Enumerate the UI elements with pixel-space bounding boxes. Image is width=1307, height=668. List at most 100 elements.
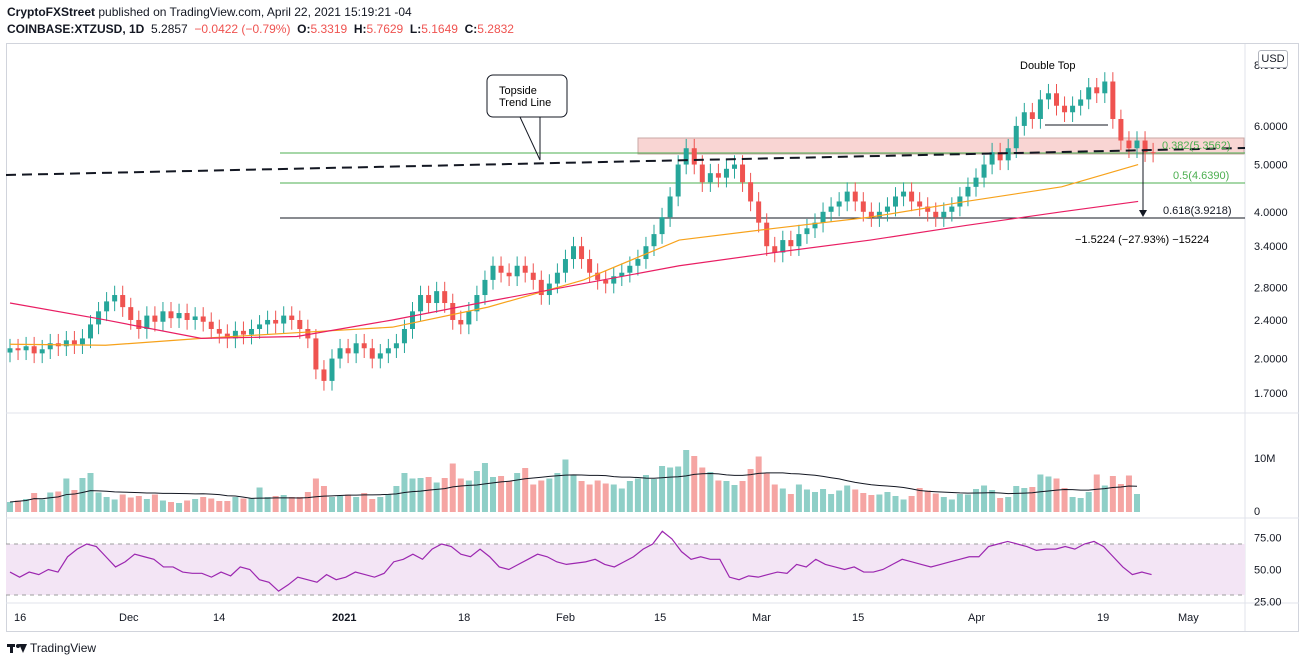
candle-body — [868, 211, 874, 218]
volume-bar — [940, 497, 947, 512]
volume-bar — [578, 481, 585, 512]
candle-body — [1134, 140, 1140, 149]
time-tick-label: 15 — [852, 612, 864, 624]
volume-bar — [425, 477, 432, 512]
volume-bar — [924, 490, 931, 512]
volume-bar — [852, 489, 859, 512]
volume-bar — [7, 502, 13, 512]
volume-bar — [803, 489, 810, 512]
open-label: O: — [297, 22, 311, 36]
candle-body — [772, 246, 778, 253]
volume-bar — [159, 500, 166, 512]
high-value: 5.7629 — [366, 22, 404, 36]
candle-body — [160, 311, 166, 322]
volume-bar — [570, 475, 577, 512]
time-tick-label: 18 — [458, 612, 470, 624]
topside-trend-line — [5, 147, 1246, 176]
volume-bar — [731, 485, 738, 512]
candle-body — [466, 311, 472, 325]
fib-618-label: 0.618(3.9218) — [1163, 205, 1232, 217]
volume-bar — [1013, 486, 1020, 512]
time-tick-label: 14 — [213, 612, 225, 624]
volume-bar — [932, 493, 939, 512]
price-tick-label: 6.0000 — [1254, 121, 1288, 133]
volume-bar — [47, 492, 54, 512]
volume-bar — [691, 456, 698, 512]
candle-body — [723, 168, 729, 178]
candle-body — [965, 186, 971, 197]
candle-body — [780, 240, 786, 253]
candle-body — [595, 272, 601, 280]
rsi-tick-label: 75.00 — [1254, 533, 1282, 545]
candle-body — [329, 358, 335, 381]
volume-bar — [956, 494, 963, 512]
low-value: 5.1649 — [421, 22, 458, 36]
candle-body — [901, 191, 907, 197]
time-tick-label: Mar — [752, 612, 771, 624]
candles — [7, 72, 1156, 391]
footer-brand: TradingView — [30, 641, 97, 655]
volume-bar — [610, 484, 617, 512]
candle-body — [740, 164, 746, 183]
candle-body — [47, 343, 53, 350]
candle-body — [353, 343, 359, 354]
volume-bar — [795, 484, 802, 512]
volume-bar — [296, 497, 303, 512]
volume-bar — [329, 497, 335, 512]
fib-50-label: 0.5(4.6390) — [1173, 170, 1229, 182]
time-tick-label: Feb — [556, 612, 575, 624]
candle-body — [1094, 87, 1100, 94]
symbol-name[interactable]: COINBASE:XTZUSD, 1D — [7, 22, 145, 36]
candle-body — [860, 201, 866, 212]
volume-bar — [280, 495, 287, 512]
candle-body — [949, 206, 955, 212]
close-value: 5.2832 — [477, 22, 514, 36]
candle-body — [112, 295, 118, 302]
volume-bar — [530, 484, 537, 512]
volume-bar — [973, 489, 979, 512]
volume-bar — [1069, 497, 1076, 512]
volume-bar — [626, 481, 633, 512]
close-label: C: — [464, 22, 478, 36]
candle-body — [844, 191, 850, 202]
candle-body — [482, 279, 488, 296]
volume-bar — [659, 466, 666, 512]
volume-bar — [111, 499, 118, 512]
candle-body — [273, 319, 279, 324]
candle-body — [973, 177, 979, 187]
currency-badge[interactable]: USD — [1258, 50, 1288, 68]
candle-body — [96, 311, 102, 325]
candle-body — [144, 315, 150, 329]
candle-body — [981, 164, 987, 178]
candle-body — [490, 265, 496, 280]
candle-body — [715, 173, 721, 178]
volume-bar — [1093, 474, 1100, 512]
volume-bar — [707, 472, 714, 512]
volume-bar — [87, 473, 94, 512]
publish-line: CryptoFXStreet published on TradingView.… — [7, 5, 412, 19]
volume-bar — [860, 493, 867, 512]
candle-body — [1054, 93, 1059, 106]
high-label: H: — [353, 22, 367, 36]
measure-label: −1.5224 (−27.93%) −15224 — [1075, 234, 1209, 246]
ma200-line — [9, 200, 1139, 339]
price-change: −0.0422 (−0.79%) — [194, 22, 291, 36]
candle-body — [699, 164, 705, 183]
volume-bar — [176, 503, 183, 512]
volume-bar — [1101, 485, 1108, 512]
candle-body — [812, 222, 818, 229]
candle-body — [852, 191, 858, 202]
volume-bar — [377, 497, 384, 512]
volume-bars — [7, 450, 1140, 512]
volume-bar — [836, 490, 843, 512]
candle-body — [281, 315, 287, 324]
volume-bar — [1085, 492, 1092, 512]
candle-body — [1150, 152, 1156, 154]
volume-bar — [892, 496, 899, 512]
candle-body — [876, 211, 882, 218]
volume-bar — [723, 481, 730, 512]
candle-body — [1086, 87, 1092, 100]
candle-body — [619, 272, 625, 277]
candle-body — [7, 348, 13, 353]
